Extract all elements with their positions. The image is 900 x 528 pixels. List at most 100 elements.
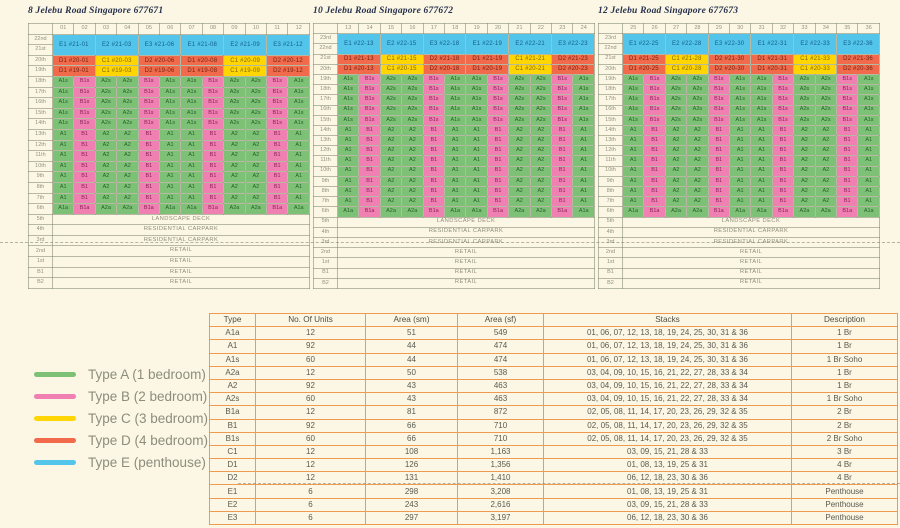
unit-cell: A2s (116, 118, 139, 130)
floor-label: 2nd (598, 247, 623, 259)
floor-row: 9th A1 B1 A2 A2 B1 A1 A1 B1 A2 A2 B1 A1 (598, 175, 880, 188)
unit-cell: A1 (729, 155, 752, 167)
unit-cell: A2a (529, 206, 553, 218)
legend-swatch-type-e (34, 459, 76, 465)
unit-cell: A2 (793, 196, 816, 208)
facility-cell: LANDSCAPE DECK (52, 213, 310, 226)
summary-cell: A1a (209, 326, 256, 341)
unit-cell: A1s (180, 97, 203, 109)
legend-label: Type A (1 bedroom) (88, 366, 206, 382)
unit-cell: A2s (379, 114, 403, 126)
summary-cell: 538 (457, 365, 544, 380)
floor-label: 8th (598, 185, 623, 198)
summary-cell: Penthouse (791, 497, 898, 512)
unit-cell: A2s (401, 73, 424, 86)
unit-cell: D2 #21-18 (422, 53, 467, 65)
unit-cell: A2 (401, 155, 424, 167)
unit-cell: B1 (422, 175, 446, 188)
unit-cell: B1 (707, 145, 731, 157)
unit-cell: A1 (729, 196, 752, 208)
unit-cell: E3 #22-23 (551, 33, 595, 55)
stack-number: 02 (73, 23, 96, 35)
unit-cell: A1s (287, 107, 310, 120)
unit-cell: A1s (287, 75, 310, 88)
unit-cell: A1s (51, 75, 75, 88)
unit-cell: A2 (379, 135, 403, 147)
unit-cell: A1s (729, 94, 752, 106)
unit-cell: B1a (137, 203, 161, 215)
unit-cell: A2a (223, 203, 246, 215)
summary-cell: 6 (255, 484, 366, 499)
unit-cell: B1s (836, 114, 859, 126)
unit-cell: B1s (551, 84, 574, 96)
unit-cell: B1 (551, 124, 574, 137)
unit-cell: A2 (508, 135, 531, 147)
floor-label: 2nd (313, 247, 338, 259)
unit-cell: A2 (793, 155, 816, 167)
unit-cell: A2s (529, 104, 553, 116)
unit-cell: A2 (814, 124, 838, 137)
floor-row: 14th A1 B1 A2 A2 B1 A1 A1 B1 A2 A2 B1 A1 (598, 124, 880, 137)
unit-cell: A1a (336, 206, 360, 218)
unit-cell: B1s (486, 94, 510, 106)
unit-cell: A2a (244, 203, 268, 215)
unit-cell: A1 (287, 139, 310, 152)
unit-cell: A1s (180, 86, 203, 99)
unit-cell: A1 (750, 124, 773, 137)
unit-cell: A2a (379, 206, 403, 218)
unit-cell: A1 (750, 165, 773, 177)
summary-cell: 463 (457, 392, 544, 407)
floor-label: 11th (313, 155, 338, 167)
unit-cell: A2a (814, 206, 838, 218)
unit-cell: A2s (793, 94, 816, 106)
unit-cell: B1 (201, 139, 225, 152)
unit-cell: E2 #21-09 (223, 33, 268, 56)
floor-label: 21st (28, 44, 53, 56)
floor-label: 13th (313, 135, 338, 147)
unit-cell: C1 #20-03 (94, 54, 139, 67)
summary-cell: 2 Br Soho (791, 431, 898, 446)
unit-cell: A2 (116, 160, 139, 173)
summary-cell: 1 Br (791, 326, 898, 341)
unit-cell: B1 (137, 128, 161, 141)
unit-cell: A1 (572, 165, 595, 177)
unit-cell: E1 #22-19 (465, 33, 510, 55)
facility-cell: RETAIL (622, 267, 880, 279)
unit-cell: A2 (116, 192, 139, 205)
unit-cell: B1 (137, 160, 161, 173)
summary-row: E2 6 243 2,616 03, 09, 15, 21, 28 & 33 Pentho… (209, 497, 898, 512)
floor-row: 16th A1s B1s A2s A2s B1s A1s A1s B1s A2s A2s B1s A1s (313, 104, 595, 116)
stack-number: 32 (771, 22, 795, 35)
unit-cell: B1a (358, 206, 381, 218)
unit-cell: B1 (266, 150, 289, 162)
facility-cell: RETAIL (52, 245, 310, 258)
floor-row: 12th A1 B1 A2 A2 B1 A1 A1 B1 A2 A2 B1 A1 (598, 145, 880, 157)
unit-summary-table: Type No. Of Units Area (sm) Area (sf) Stacks… (209, 312, 898, 526)
unit-cell: A2 (529, 196, 553, 208)
unit-cell: A1 (857, 175, 880, 188)
floor-label: 6th (598, 206, 623, 218)
floor-row: 1st RETAIL (598, 257, 880, 269)
unit-cell: A1 (572, 135, 595, 147)
unit-cell: B1 (73, 150, 96, 162)
floor-row: 5th LANDSCAPE DECK (28, 213, 310, 226)
floor-row: 3rd RESIDENTIAL CARPARK (28, 234, 310, 247)
unit-cell: A2 (529, 175, 553, 188)
unit-cell: A1 (51, 150, 75, 162)
unit-cell: B1s (551, 114, 574, 126)
unit-cell: A1 (444, 124, 467, 137)
unit-cell: B1 (551, 135, 574, 147)
unit-cell: A1 (729, 165, 752, 177)
unit-cell: B1 (266, 160, 289, 173)
unit-cell: E1 #22-13 (337, 33, 381, 55)
unit-cell: A2 (223, 181, 246, 194)
unit-cell: B1s (137, 75, 161, 88)
unit-cell: B1 (201, 171, 225, 183)
summary-cell: E3 (209, 510, 256, 526)
unit-cell: A2 (686, 185, 709, 198)
unit-cell: A1s (857, 94, 880, 106)
unit-cell: A1 (729, 135, 752, 147)
summary-cell: B1a (209, 405, 256, 420)
unit-cell: A2 (814, 135, 838, 147)
unit-cell: A1s (729, 84, 752, 96)
